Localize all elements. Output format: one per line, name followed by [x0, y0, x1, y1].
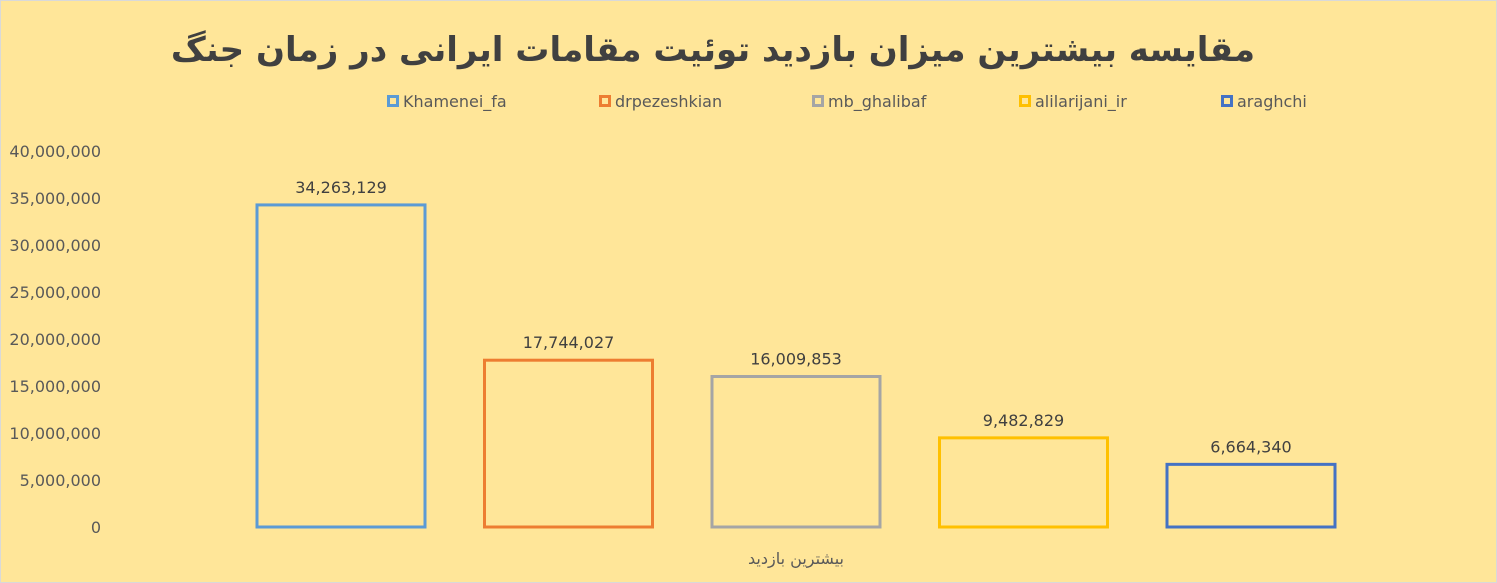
legend-swatch [1019, 95, 1031, 107]
data-labels: 34,263,129 17,744,027 16,009,853 9,482,829 6… [295, 178, 1292, 456]
bar-drpezeshkian [483, 358, 654, 529]
legend-label: alilarijani_ir [1035, 92, 1127, 112]
y-tick-label: 0 [91, 518, 101, 537]
legend-label: drpezeshkian [615, 92, 722, 111]
legend-label: Khamenei_fa [403, 92, 507, 112]
bars [255, 203, 1337, 529]
data-label-mb_ghalibaf: 16,009,853 [750, 350, 842, 369]
y-tick-label: 30,000,000 [9, 236, 101, 255]
bar-mb_ghalibaf [710, 375, 882, 529]
legend-swatch [599, 95, 611, 107]
y-tick-label: 15,000,000 [9, 377, 101, 396]
legend-swatch [387, 95, 399, 107]
y-axis: 0 5,000,000 10,000,000 15,000,000 20,000,000… [9, 142, 101, 537]
legend: Khamenei_fa drpezeshkian mb_ghalibaf alilar… [387, 92, 1307, 112]
bar-Khamenei_fa [255, 203, 427, 529]
legend-swatch [1221, 95, 1233, 107]
x-category-label: بیشترین بازدید [748, 549, 844, 569]
legend-label: mb_ghalibaf [828, 92, 927, 112]
data-label-Khamenei_fa: 34,263,129 [295, 178, 387, 197]
y-tick-label: 10,000,000 [9, 424, 101, 443]
bar-alilarijani_ir [938, 436, 1109, 529]
y-tick-label: 35,000,000 [9, 189, 101, 208]
legend-label: araghchi [1237, 92, 1307, 111]
data-label-araghchi: 6,664,340 [1210, 437, 1291, 456]
data-label-alilarijani_ir: 9,482,829 [983, 411, 1064, 430]
y-tick-label: 40,000,000 [9, 142, 101, 161]
chart-title: مقایسه بیشترین میزان بازدید توئیت مقامات… [171, 30, 1255, 70]
y-tick-label: 25,000,000 [9, 283, 101, 302]
y-tick-label: 20,000,000 [9, 330, 101, 349]
legend-swatch [812, 95, 824, 107]
y-tick-label: 5,000,000 [20, 471, 101, 490]
data-label-drpezeshkian: 17,744,027 [523, 333, 615, 352]
bar-araghchi [1165, 462, 1337, 529]
